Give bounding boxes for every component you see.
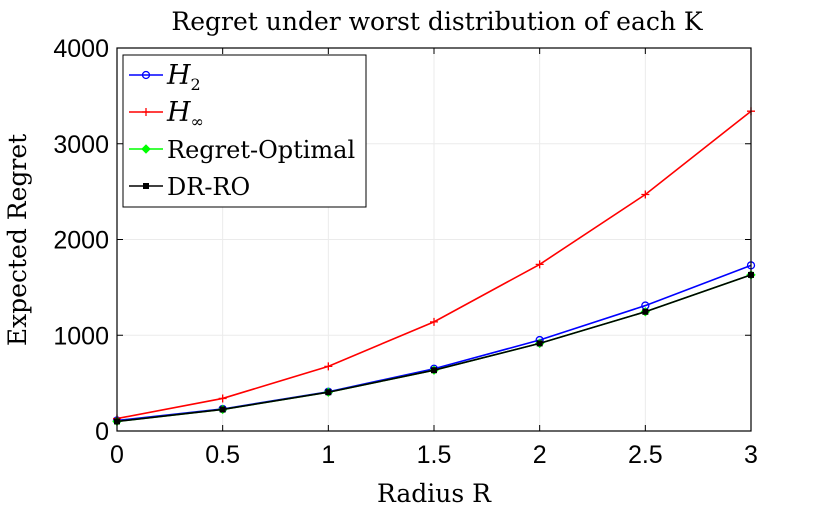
- x-tick-label: 0.5: [205, 441, 240, 469]
- legend-subscript: 2: [191, 75, 201, 94]
- y-tick-label: 0: [95, 418, 109, 446]
- data-point: [535, 260, 544, 269]
- legend-entry: DR-RO: [129, 173, 250, 201]
- legend-entry: H∞: [129, 97, 204, 131]
- x-tick-label: 0: [110, 441, 124, 469]
- x-tick-label: 3: [744, 441, 758, 469]
- y-tick-label: 4000: [53, 35, 109, 63]
- legend-marker: [141, 70, 151, 80]
- legend-entry: Regret-Optimal: [129, 136, 355, 164]
- legend-box: [122, 54, 367, 208]
- x-axis-label: Radius R: [377, 479, 492, 508]
- data-point: [641, 190, 650, 199]
- data-point: [324, 362, 333, 371]
- legend-marker: [142, 108, 150, 116]
- series-layer: [112, 107, 756, 427]
- data-point: [430, 317, 438, 326]
- x-tick-label: 2: [533, 441, 547, 469]
- legend-marker: [143, 183, 149, 189]
- x-tick-label: 1.5: [417, 441, 452, 469]
- data-point: [325, 389, 332, 396]
- y-tick-label: 1000: [53, 322, 109, 350]
- x-tick-label: 1: [321, 441, 335, 469]
- data-point: [218, 394, 227, 403]
- legend-subscript: ∞: [191, 112, 204, 131]
- y-tick-label: 3000: [53, 131, 109, 159]
- data-point: [642, 308, 649, 315]
- legend-label: Regret-Optimal: [167, 136, 355, 164]
- legend-label: DR-RO: [167, 173, 250, 201]
- y-tick-label: 2000: [53, 227, 109, 255]
- y-axis-label: Expected Regret: [3, 134, 32, 346]
- legend-marker: [141, 144, 151, 154]
- data-point: [536, 340, 543, 347]
- x-tick-label: 2.5: [628, 441, 663, 469]
- axis-ticks: 0 0.5 1 1.5 2 2.5 3 0 1000 2000 3000 4000: [53, 35, 758, 469]
- data-point: [219, 406, 226, 413]
- data-point: [431, 367, 437, 374]
- chart-title: Regret under worst distribution of each …: [171, 7, 704, 36]
